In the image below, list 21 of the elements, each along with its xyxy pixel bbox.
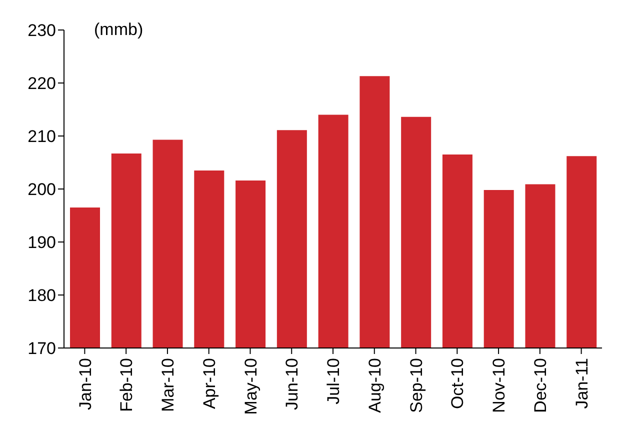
x-tick-label: Jan-11	[572, 358, 592, 409]
y-tick-label: 190	[28, 233, 56, 252]
y-tick-label: 170	[28, 339, 56, 358]
x-tick-label: Dec-10	[530, 358, 550, 413]
y-tick-label: 210	[28, 127, 56, 146]
x-tick-label: Sep-10	[406, 358, 426, 413]
y-tick-label: 230	[28, 21, 56, 40]
x-tick-label: Apr-10	[200, 358, 219, 410]
x-tick-label: May-10	[241, 358, 260, 415]
x-tick-label: Oct-10	[448, 358, 468, 410]
x-tick-label: Jan-10	[76, 358, 95, 410]
x-tick-label: Aug-10	[365, 358, 384, 413]
x-tick-label: Feb-10	[117, 358, 136, 412]
x-tick-label: Mar-10	[158, 358, 178, 412]
y-tick-label: 180	[28, 286, 56, 306]
y-tick-label: 220	[28, 74, 56, 94]
y-axis-title: (mmb)	[94, 20, 144, 40]
x-tick-label: Jun-10	[282, 358, 302, 410]
x-tick-label: Jul-10	[324, 358, 344, 404]
y-tick-label: 200	[28, 180, 56, 200]
x-tick-label: Nov-10	[490, 358, 509, 413]
